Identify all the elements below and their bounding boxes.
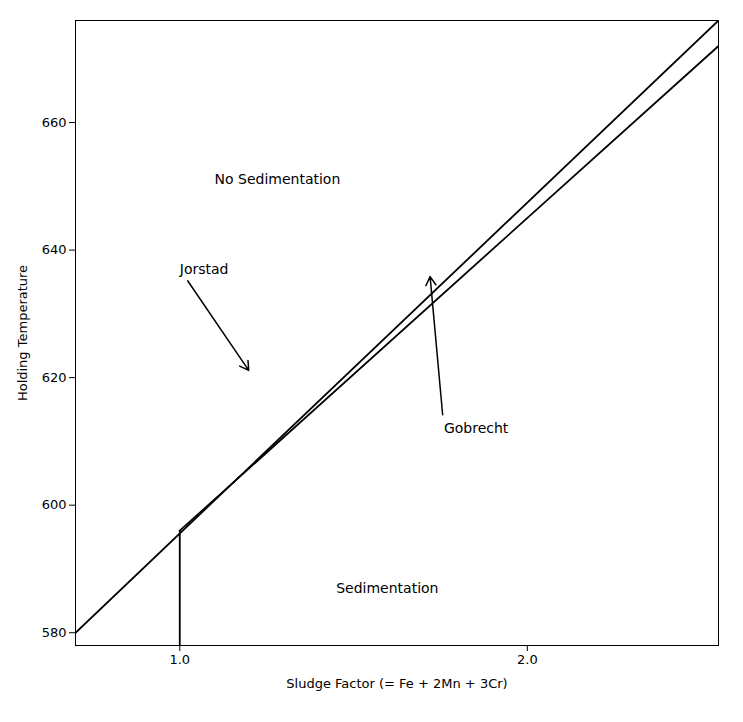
svg-text:Sedimentation: Sedimentation — [336, 580, 438, 596]
svg-text:580: 580 — [42, 625, 67, 640]
svg-text:No Sedimentation: No Sedimentation — [215, 171, 341, 187]
svg-text:2.0: 2.0 — [517, 652, 538, 667]
svg-text:660: 660 — [42, 115, 67, 130]
svg-text:640: 640 — [42, 242, 67, 257]
svg-text:600: 600 — [42, 497, 67, 512]
svg-text:620: 620 — [42, 370, 67, 385]
svg-text:Holding Temperature: Holding Temperature — [15, 265, 30, 401]
svg-text:1.0: 1.0 — [169, 652, 190, 667]
svg-text:Sludge Factor (= Fe + 2Mn + 3C: Sludge Factor (= Fe + 2Mn + 3Cr) — [286, 676, 507, 691]
svg-text:Gobrecht: Gobrecht — [444, 420, 509, 436]
svg-text:Jorstad: Jorstad — [179, 261, 229, 277]
